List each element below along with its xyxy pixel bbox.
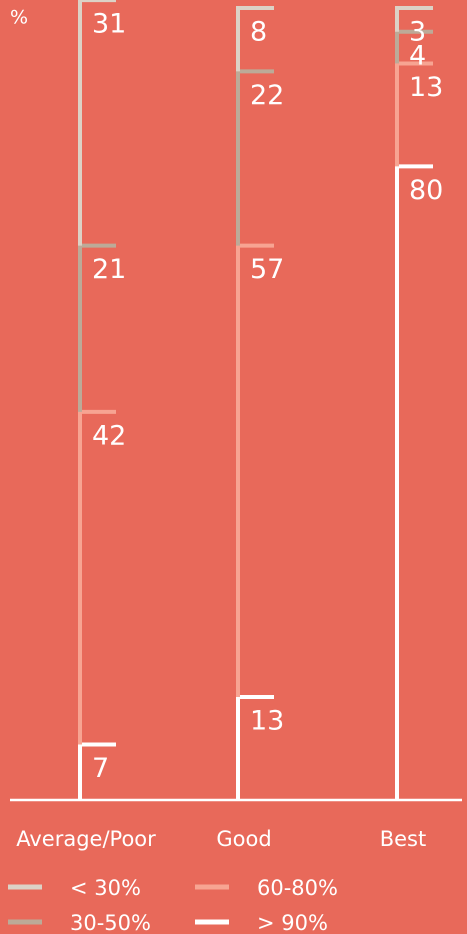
value-label: 13: [409, 72, 443, 103]
value-label: 3: [409, 17, 426, 48]
value-label: 57: [250, 254, 284, 285]
value-label: 7: [92, 753, 109, 784]
value-label: 4: [409, 40, 426, 71]
value-label: 80: [409, 175, 443, 206]
x-tick-label: Average/Poor: [16, 827, 156, 851]
x-tick-label: Good: [216, 827, 271, 851]
legend-label: 60-80%: [257, 876, 338, 900]
legend-label: 30-50%: [70, 911, 151, 934]
value-label: 8: [250, 17, 267, 48]
value-label: 22: [250, 80, 284, 111]
value-label: 42: [92, 420, 126, 451]
legend-label: > 90%: [257, 911, 328, 934]
value-label: 13: [250, 706, 284, 737]
value-label: 31: [92, 9, 126, 40]
legend-label: < 30%: [70, 876, 141, 900]
value-label: 21: [92, 254, 126, 285]
x-tick-label: Best: [380, 827, 427, 851]
y-axis-label: %: [10, 7, 28, 29]
